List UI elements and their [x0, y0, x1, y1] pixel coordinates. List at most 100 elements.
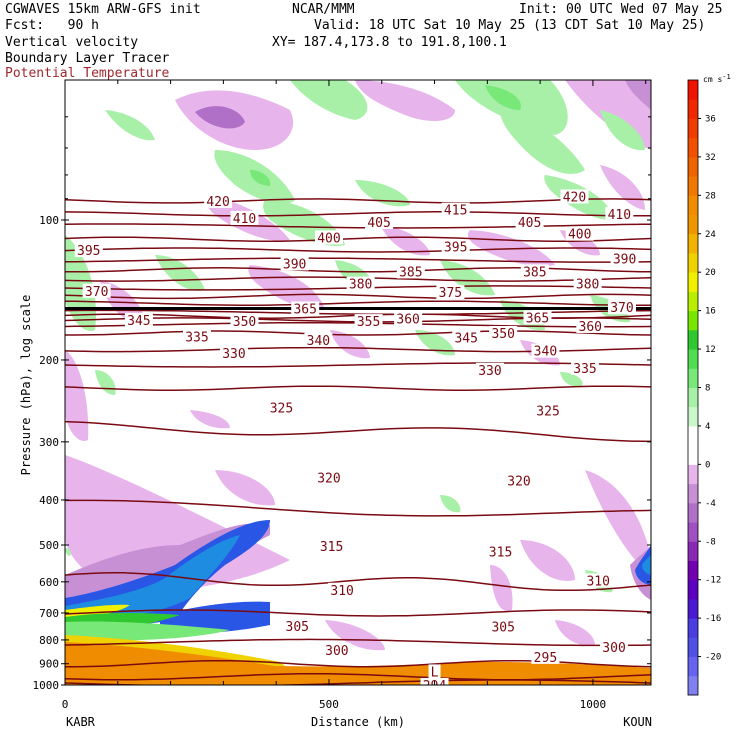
x-tick-label: 1000: [580, 698, 607, 711]
theta-label: 355: [357, 315, 380, 330]
theta-label-background: [267, 400, 296, 415]
theta-label-background: [610, 251, 639, 266]
colorbar-label: -4: [705, 499, 716, 509]
theta-label: 340: [534, 345, 557, 360]
y-tick-label: 900: [39, 658, 59, 671]
theta-label-background: [365, 214, 394, 229]
y-tick-label: 100: [39, 214, 59, 227]
updraft-region: [440, 495, 461, 513]
theta-contour-305: [65, 638, 651, 647]
downdraft-region: [585, 470, 651, 575]
colorbar-bin: [688, 118, 698, 139]
x-tick-label: 0: [62, 698, 69, 711]
theta-label: 395: [444, 240, 467, 255]
colorbar-bin: [688, 80, 698, 100]
theta-label-background: [605, 206, 634, 221]
theta-label: 385: [523, 265, 546, 280]
pressure-axis: 100 200 300 400 500 600 700 800 900 1000: [33, 79, 651, 692]
field-potential-temperature: Potential Temperature: [5, 66, 170, 81]
theta-contour-395: [65, 257, 651, 263]
downdraft-region: [248, 265, 325, 311]
theta-contour-365: [65, 309, 651, 316]
theta-label-background: [600, 639, 629, 654]
theta-label: 335: [185, 330, 208, 345]
colorbar-bin: [688, 637, 698, 658]
colorbar-bin: [688, 99, 698, 119]
downdraft-region: [330, 330, 370, 359]
theta-contour-325: [65, 420, 651, 443]
y-axis-label: Pressure (hPa), log scale: [19, 295, 33, 476]
y-tick-label: 700: [39, 607, 59, 620]
colorbar-bin: [688, 233, 698, 254]
theta-label-background: [283, 618, 312, 633]
theta-label-background: [346, 276, 375, 291]
theta-contour-375: [65, 293, 651, 300]
updraft-region: [65, 548, 71, 556]
theta-label: 400: [568, 228, 591, 243]
theta-label: 305: [491, 621, 514, 636]
y-tick-label: 500: [39, 539, 59, 552]
theta-label-background: [314, 230, 343, 245]
theta-label: 325: [270, 401, 293, 416]
downdraft-region: [555, 620, 595, 646]
theta-label: 350: [233, 315, 256, 330]
theta-label-background: [489, 326, 518, 341]
cross-section-coordinates: XY= 187.4,173.8 to 191.8,100.1: [272, 35, 507, 50]
colorbar-bin: [688, 349, 698, 369]
model-title: CGWAVES 15km ARW-GFS init: [5, 2, 201, 17]
colorbar-bin: [688, 522, 698, 542]
theta-label-background: [452, 330, 481, 345]
theta-label-background: [475, 362, 504, 377]
colorbar-bin: [688, 137, 698, 158]
theta-label-background: [314, 470, 343, 485]
updraft-region: [415, 330, 455, 356]
theta-label: 360: [579, 320, 602, 335]
y-tick-label: 200: [39, 354, 59, 367]
downdraft-region: [190, 410, 230, 429]
colorbar-bin: [688, 445, 698, 465]
updraft-region: [290, 80, 368, 120]
theta-label-background: [328, 582, 357, 597]
theta-label-background: [291, 301, 320, 316]
theta-contour-294: [65, 679, 651, 685]
colorbar-bin: [688, 560, 698, 581]
theta-label-background: [571, 360, 600, 375]
y-tick-label: 300: [39, 436, 59, 449]
theta-label-background: [573, 276, 602, 291]
theta-label: 420: [563, 190, 586, 205]
boundary-layer-tracer: [65, 642, 651, 685]
colorbar-bin: [688, 176, 698, 196]
theta-label: 400: [317, 231, 340, 246]
tropopause-band: [65, 307, 651, 310]
theta-label: 300: [325, 644, 348, 659]
theta-label: 320: [317, 472, 340, 487]
theta-contour-295: [65, 673, 651, 681]
theta-contour-320: [65, 499, 651, 517]
theta-label-background: [489, 619, 518, 634]
x-tick-label: 500: [319, 698, 339, 711]
colorbar-label: 12: [705, 345, 716, 355]
theta-label-background: [534, 403, 563, 418]
theta-label: 415: [444, 204, 467, 219]
theta-contour-370: [65, 300, 651, 306]
theta-label: 295: [534, 651, 557, 666]
colorbar-label: 0: [705, 460, 710, 470]
colorbar-bin: [688, 368, 698, 388]
theta-label-background: [523, 310, 552, 325]
theta-label-background: [428, 664, 441, 679]
theta-contour-405: [65, 236, 651, 242]
colorbar-bin: [688, 156, 698, 177]
theta-label-background: [515, 214, 544, 229]
colorbar-bin: [688, 598, 698, 619]
theta-label-background: [230, 314, 259, 329]
theta-contour-400: [65, 247, 651, 253]
theta-label: 365: [526, 311, 549, 326]
plot-frame: [64, 79, 652, 686]
theta-label-background: [584, 573, 613, 588]
y-tick-label: 1000: [33, 679, 60, 692]
theta-label: 310: [330, 584, 353, 599]
colorbar-label: 32: [705, 153, 716, 163]
colorbar-bin: [688, 656, 698, 677]
theta-label: 365: [293, 302, 316, 317]
colorbar-bin: [688, 272, 698, 292]
